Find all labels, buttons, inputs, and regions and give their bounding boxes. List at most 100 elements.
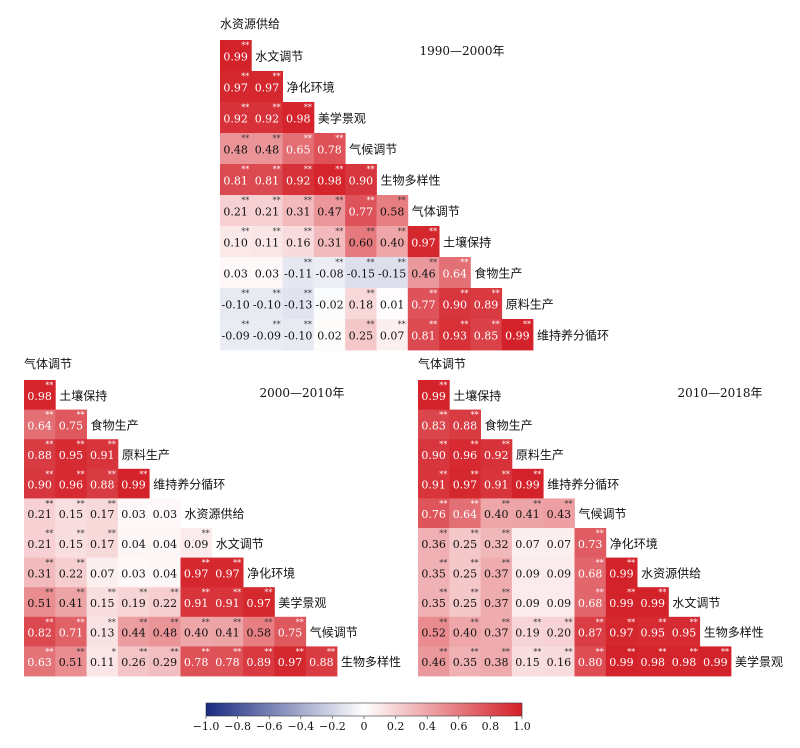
heatmap-cell (86, 616, 119, 647)
cell-value: 0.58 (247, 627, 272, 640)
significance-stars: ** (439, 529, 447, 538)
significance-stars: ** (658, 647, 666, 656)
cell-value: 0.15 (90, 597, 115, 610)
cell-value: 0.25 (349, 330, 374, 343)
cell-value: 0.99 (515, 479, 540, 492)
variable-label: 水资源供给 (220, 17, 280, 31)
heatmap-cell (211, 557, 244, 588)
cell-value: 0.90 (349, 175, 374, 188)
variable-label: 土壤保持 (443, 235, 491, 250)
cell-value: 0.40 (453, 627, 478, 640)
cell-value: 0.35 (421, 567, 446, 580)
significance-stars: ** (439, 588, 447, 597)
heatmap-cell (220, 226, 252, 258)
heatmap-cell (345, 319, 377, 351)
cell-value: 0.95 (672, 627, 697, 640)
heatmap-cell (470, 288, 503, 320)
cell-value: 0.09 (515, 597, 540, 610)
cell-value: 0.07 (90, 567, 115, 580)
heatmap-cell (543, 646, 575, 677)
significance-stars: ** (596, 647, 604, 656)
significance-stars: ** (241, 134, 249, 143)
variable-label: 净化环境 (287, 80, 335, 95)
variable-label: 水资源供给 (185, 507, 245, 521)
heatmap-cell (86, 468, 119, 499)
significance-stars: ** (471, 559, 479, 568)
cell-value: 0.80 (578, 656, 603, 669)
significance-stars: ** (45, 470, 53, 479)
heatmap-cell (251, 133, 283, 165)
cell-value: 0.16 (547, 656, 572, 669)
cell-value: 0.92 (286, 175, 311, 188)
heatmap-cell (313, 257, 346, 289)
heatmap-cell (251, 195, 283, 227)
significance-stars: ** (502, 440, 510, 449)
cell-value: 0.83 (421, 419, 446, 432)
significance-stars: ** (502, 529, 510, 538)
period-title: 2010—2018年 (677, 386, 762, 400)
heatmap-cell (86, 439, 119, 470)
cell-value: -0.10 (222, 299, 250, 312)
cell-value: -0.11 (284, 268, 312, 281)
period-title: 2000—2010年 (259, 386, 344, 400)
significance-stars: ** (304, 320, 312, 329)
significance-stars: ** (367, 165, 375, 174)
cell-value: 0.37 (484, 597, 509, 610)
cell-value: 0.51 (27, 597, 52, 610)
cell-value: 0.48 (153, 627, 178, 640)
cell-value: 0.88 (309, 656, 334, 669)
significance-stars: * (112, 647, 116, 656)
cell-value: 0.19 (121, 597, 146, 610)
cell-value: 0.41 (59, 597, 84, 610)
significance-stars: ** (233, 588, 241, 597)
heatmap-cell (313, 288, 346, 320)
heatmap-cell (251, 257, 283, 289)
cell-value: 0.88 (27, 449, 52, 462)
cell-value: 0.92 (484, 449, 509, 462)
heatmap-cell (211, 587, 244, 618)
cell-value: 0.31 (286, 206, 311, 219)
significance-stars: ** (533, 499, 541, 508)
cell-value: 0.41 (515, 508, 540, 521)
significance-stars: ** (273, 196, 281, 205)
cell-value: 0.04 (153, 538, 178, 551)
cell-value: 0.77 (349, 206, 374, 219)
significance-stars: ** (108, 440, 116, 449)
heatmap-cell (211, 616, 244, 647)
heatmap-cell (511, 528, 544, 558)
heatmap-cell (376, 257, 409, 289)
significance-stars: ** (171, 618, 179, 627)
cell-value: 0.15 (59, 538, 84, 551)
cell-value: 0.25 (453, 597, 478, 610)
heatmap-cell (407, 257, 440, 289)
significance-stars: ** (273, 72, 281, 81)
heatmap-cell (605, 616, 638, 647)
heatmap-cell (345, 226, 377, 258)
heatmap-cell (449, 587, 481, 618)
heatmap-cell (251, 71, 283, 103)
variable-label: 维持养分循环 (153, 477, 225, 492)
heatmap-cell (220, 102, 252, 134)
heatmap-cell (251, 288, 283, 320)
heatmap-cell (220, 257, 252, 289)
cell-value: 0.47 (317, 206, 342, 219)
heatmap-cell (574, 557, 607, 588)
significance-stars: ** (367, 258, 375, 267)
significance-stars: ** (367, 227, 375, 236)
heatmap-cell (407, 319, 440, 351)
variable-label: 原料生产 (516, 448, 564, 462)
cell-value: 0.04 (121, 538, 146, 551)
cell-value: 0.48 (255, 144, 280, 157)
heatmap-cell (86, 587, 119, 618)
heatmap-cell (282, 319, 315, 351)
cell-value: 0.99 (505, 330, 530, 343)
heatmap-cell (55, 646, 87, 677)
cell-value: 0.22 (153, 597, 178, 610)
significance-stars: ** (596, 618, 604, 627)
significance-stars: ** (241, 103, 249, 112)
significance-stars: ** (296, 647, 304, 656)
heatmap-cell (220, 71, 252, 103)
significance-stars: ** (202, 529, 210, 538)
cell-value: 0.02 (317, 330, 342, 343)
cell-value: 0.78 (317, 144, 342, 157)
